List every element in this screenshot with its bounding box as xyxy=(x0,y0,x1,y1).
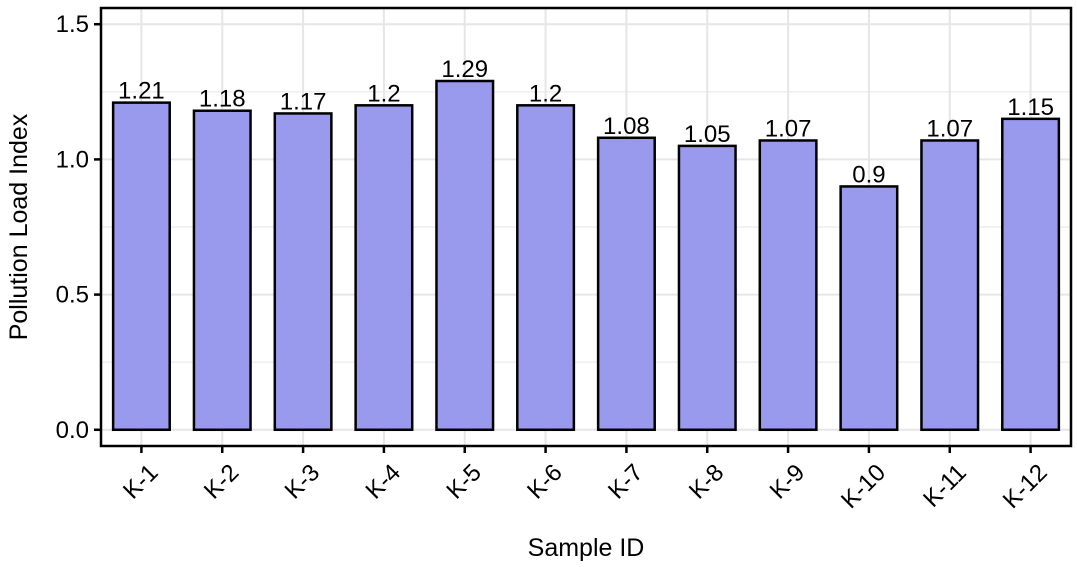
x-tick-label: K-5 xyxy=(441,459,487,505)
bar-K-6 xyxy=(516,104,576,432)
data-label: 1.18 xyxy=(199,86,246,113)
y-tick-label: 0.0 xyxy=(56,417,89,444)
y-axis: 0.0 0.5 1.0 1.5 xyxy=(56,11,101,444)
data-label: 1.21 xyxy=(118,78,165,105)
y-axis-title: Pollution Load Index xyxy=(5,113,33,340)
x-tick-label: K-11 xyxy=(918,459,972,513)
data-label: 1.2 xyxy=(529,80,562,107)
x-tick-label: K-6 xyxy=(522,459,568,505)
data-label: 1.29 xyxy=(441,56,488,83)
y-tick-label: 1.0 xyxy=(56,146,89,173)
data-label: 1.2 xyxy=(367,80,400,107)
bar-K-12 xyxy=(1001,117,1061,432)
bar-K-3 xyxy=(273,112,333,432)
x-tick-label: K-10 xyxy=(836,459,891,514)
bar-K-10 xyxy=(839,185,899,432)
y-tick-label: 1.5 xyxy=(56,11,89,38)
x-tick-label: K-9 xyxy=(765,459,811,505)
y-tick-label: 0.5 xyxy=(56,282,89,309)
data-labels: 1.21 1.18 1.17 1.2 1.29 1.2 1.08 1.05 1.07 0.9 1.0… xyxy=(118,56,1054,188)
data-label: 1.07 xyxy=(765,115,812,142)
x-tick-label: K-2 xyxy=(199,459,245,505)
x-axis-title: Sample ID xyxy=(528,534,645,562)
bar-K-2 xyxy=(192,109,252,432)
x-tick-label: K-7 xyxy=(603,459,649,505)
data-label: 0.9 xyxy=(852,161,885,188)
data-label: 1.07 xyxy=(926,115,973,142)
bar-K-7 xyxy=(596,136,656,432)
x-tick-label: K-12 xyxy=(998,459,1053,514)
bar-K-11 xyxy=(920,139,980,432)
data-label: 1.08 xyxy=(603,113,650,140)
bar-K-1 xyxy=(111,101,171,432)
x-axis: K-1 K-2 K-3 K-4 K-5 K-6 K-7 K-8 K-9 K-10 K-11 K-12 xyxy=(118,446,1053,514)
bar-K-9 xyxy=(758,139,818,432)
x-tick-label: K-4 xyxy=(361,459,407,505)
bars xyxy=(111,79,1061,432)
bar-K-8 xyxy=(677,144,737,432)
bar-K-4 xyxy=(354,104,414,432)
data-label: 1.15 xyxy=(1007,94,1054,121)
plot-frame xyxy=(99,6,1073,448)
data-label: 1.05 xyxy=(684,121,731,148)
data-label: 1.17 xyxy=(280,88,327,115)
x-tick-label: K-3 xyxy=(280,459,326,505)
x-tick-label: K-8 xyxy=(684,459,730,505)
x-tick-label: K-1 xyxy=(118,459,164,505)
bar-K-5 xyxy=(435,79,495,432)
